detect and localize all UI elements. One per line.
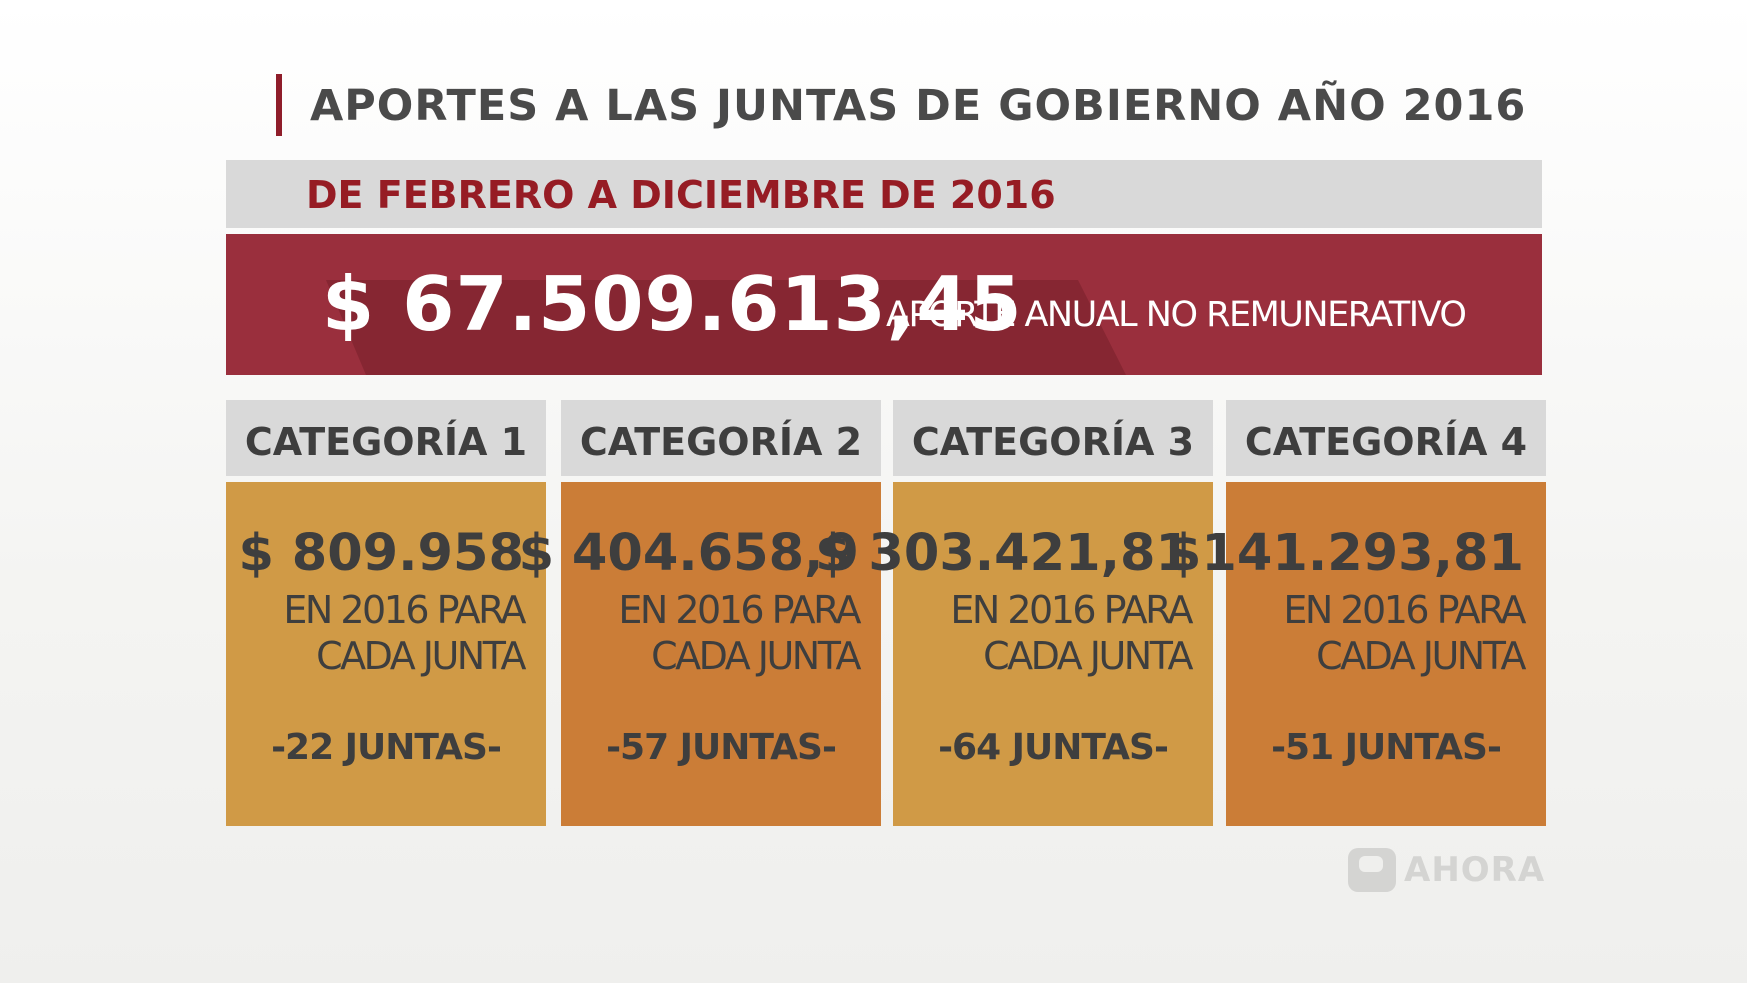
category-4-count: -51 JUNTAS- (1271, 727, 1502, 768)
page-title: APORTES A LAS JUNTAS DE GOBIERNO AÑO 201… (310, 81, 1527, 131)
category-3-amount: $ 303.421,81 (815, 524, 1191, 583)
total-label: APORTE ANUAL NO REMUNERATIVO (886, 295, 1467, 335)
category-4-desc-line2: CADA JUNTA (1316, 634, 1526, 678)
category-1-desc-line2: CADA JUNTA (316, 634, 526, 678)
period-label: DE FEBRERO A DICIEMBRE DE 2016 (306, 173, 1056, 217)
category-4-header: CATEGORÍA 4 (1226, 400, 1546, 476)
category-1-card: $ 809.958 EN 2016 PARA CADA JUNTA -22 JU… (226, 482, 546, 826)
category-3-desc-line1: EN 2016 PARA (950, 588, 1193, 632)
category-2-desc-line2: CADA JUNTA (651, 634, 861, 678)
category-2-count: -57 JUNTAS- (606, 727, 837, 768)
total-amount: $ 67.509.613,45 (322, 260, 1023, 348)
category-4-card: $141.293,81 EN 2016 PARA CADA JUNTA -51 … (1166, 482, 1546, 826)
total-shadow-decoration (326, 280, 1126, 375)
title-accent-bar (276, 74, 282, 136)
logo-text: AHORA (1404, 850, 1546, 890)
category-4-amount: $141.293,81 (1165, 524, 1524, 583)
total-banner: $ 67.509.613,45 APORTE ANUAL NO REMUNERA… (226, 234, 1542, 375)
category-4-desc-line1: EN 2016 PARA (1283, 588, 1526, 632)
category-1-header: CATEGORÍA 1 (226, 400, 546, 476)
category-2-header: CATEGORÍA 2 (561, 400, 881, 476)
category-3-header: CATEGORÍA 3 (893, 400, 1213, 476)
category-3-count: -64 JUNTAS- (938, 727, 1169, 768)
nine-logo-icon (1348, 848, 1396, 892)
category-1-count: -22 JUNTAS- (271, 727, 502, 768)
category-1-amount: $ 809.958 (238, 524, 524, 583)
category-2-desc-line1: EN 2016 PARA (618, 588, 861, 632)
category-2-amount: $ 404.658,9 (518, 524, 859, 583)
category-2-card: $ 404.658,9 EN 2016 PARA CADA JUNTA -57 … (519, 482, 881, 826)
channel-logo: AHORA (1348, 848, 1544, 892)
category-3-card: $ 303.421,81 EN 2016 PARA CADA JUNTA -64… (815, 482, 1213, 826)
category-1-desc-line1: EN 2016 PARA (283, 588, 526, 632)
category-3-desc-line2: CADA JUNTA (983, 634, 1193, 678)
period-banner: DE FEBRERO A DICIEMBRE DE 2016 (226, 160, 1542, 228)
